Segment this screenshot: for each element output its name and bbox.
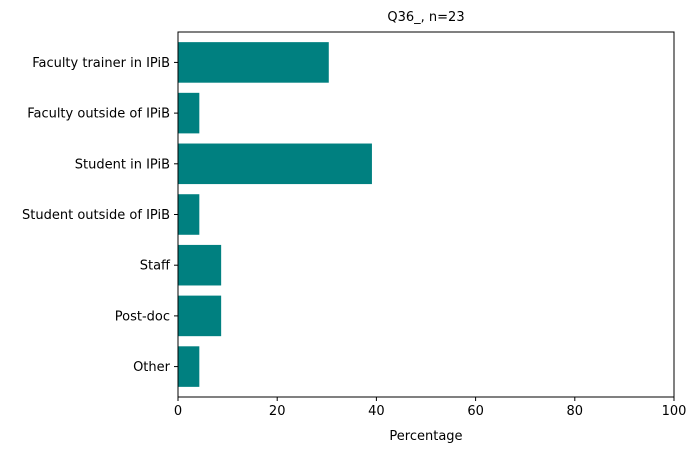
bar [178, 295, 222, 337]
chart-title: Q36_, n=23 [387, 10, 464, 25]
bar [178, 346, 200, 387]
x-tick-label: 60 [467, 404, 484, 419]
y-tick-label: Other [133, 360, 171, 375]
x-tick-label: 100 [662, 404, 687, 419]
bar [178, 143, 372, 185]
y-tick-label: Post-doc [115, 309, 170, 324]
bar [178, 92, 200, 134]
y-axis: Faculty trainer in IPiB Faculty outside o… [22, 56, 178, 375]
x-axis-label: Percentage [389, 429, 462, 444]
x-tick-label: 0 [174, 404, 182, 419]
y-tick-label: Faculty outside of IPiB [27, 107, 170, 122]
y-tick-label: Student outside of IPiB [22, 208, 170, 223]
y-tick-label: Staff [140, 259, 171, 274]
x-axis: 0 20 40 60 80 100 [174, 397, 687, 419]
bar [178, 42, 329, 83]
x-tick-label: 20 [269, 404, 286, 419]
y-tick-label: Student in IPiB [75, 157, 170, 172]
x-tick-label: 40 [368, 404, 385, 419]
bars-group [178, 42, 372, 387]
bar [178, 194, 200, 235]
bar [178, 244, 222, 286]
x-tick-label: 80 [567, 404, 584, 419]
y-tick-label: Faculty trainer in IPiB [32, 56, 170, 71]
plot-frame [177, 31, 675, 398]
